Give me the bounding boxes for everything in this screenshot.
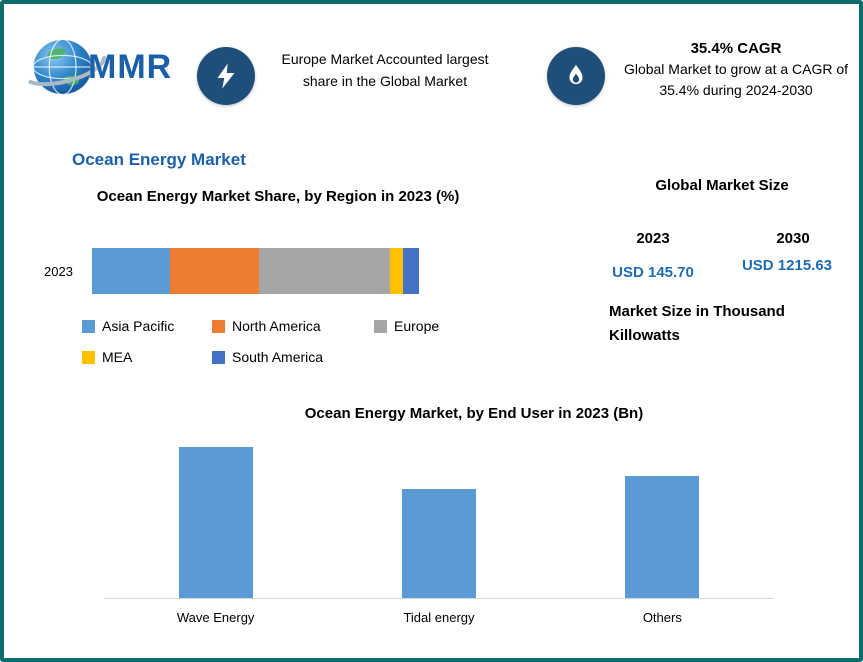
bar-column-others <box>551 443 774 598</box>
legend-label: MEA <box>102 349 133 365</box>
bar-label-tidal-energy: Tidal energy <box>403 610 475 625</box>
region-legend: Asia Pacific North America Europe MEA South … <box>82 318 462 365</box>
region-stacked-bar <box>92 248 419 294</box>
region-category-label: 2023 <box>44 263 73 279</box>
market-size-note: Market Size in Thousand Killowatts <box>609 303 785 344</box>
bar-segment-mea <box>389 248 403 294</box>
cagr-text: Global Market to grow at a CAGR of 35.4%… <box>623 61 849 98</box>
market-size-value-2023: USD 145.70 <box>612 264 694 281</box>
logo-text: MMR <box>88 47 173 86</box>
legend-item-asia-pacific: Asia Pacific <box>82 318 212 334</box>
region-chart: 2023 <box>44 248 419 294</box>
legend-label: Asia Pacific <box>102 318 175 334</box>
region-chart-title: Ocean Energy Market Share, by Region in … <box>96 188 460 205</box>
legend-label: North America <box>232 318 321 334</box>
legend-swatch <box>374 319 387 333</box>
market-size-year-2023: 2023 <box>636 230 670 247</box>
legend-swatch <box>82 319 95 333</box>
market-size-title: Global Market Size <box>655 177 789 194</box>
legend-item-north-america: North America <box>212 318 374 334</box>
globe-icon <box>27 38 106 96</box>
legend-label: Europe <box>394 318 440 334</box>
page-title: Ocean Energy Market <box>72 150 246 169</box>
bar-segment-asia-pacific <box>92 248 171 294</box>
cagr-title: 35.4% CAGR <box>690 40 782 57</box>
bar-tidal-energy <box>401 489 476 598</box>
bar-wave-energy <box>178 447 253 598</box>
mmr-logo: MMR <box>18 26 172 108</box>
legend-item-mea: MEA <box>82 349 212 365</box>
bar-segment-south-america <box>402 248 419 294</box>
bar-label-wave-energy: Wave Energy <box>176 610 255 625</box>
bar-column-wave-energy <box>104 443 327 598</box>
lightning-icon <box>197 47 255 105</box>
legend-label: South America <box>232 349 324 365</box>
legend-swatch <box>212 350 225 364</box>
bar-segment-north-america <box>170 248 259 294</box>
legend-swatch <box>212 319 225 333</box>
callout-cagr: 35.4% CAGR Global Market to grow at a CA… <box>616 40 856 101</box>
bar-column-tidal-energy <box>327 443 550 598</box>
enduser-labels: Wave Energy Tidal energy Others <box>104 610 774 625</box>
enduser-bars <box>104 443 774 599</box>
callout-europe-text: Europe Market Accounted largest share in… <box>281 51 489 90</box>
enduser-chart-title: Ocean Energy Market, by End User in 2023… <box>304 405 644 422</box>
legend-item-south-america: South America <box>212 349 374 365</box>
market-size-year-2030: 2030 <box>776 230 810 247</box>
legend-swatch <box>82 350 95 364</box>
legend-item-europe: Europe <box>374 318 462 334</box>
bar-segment-europe <box>258 248 390 294</box>
market-size-value-2030: USD 1215.63 <box>741 257 833 274</box>
flame-icon <box>547 47 605 105</box>
bar-label-others: Others <box>642 610 682 625</box>
bar-others <box>625 476 700 598</box>
